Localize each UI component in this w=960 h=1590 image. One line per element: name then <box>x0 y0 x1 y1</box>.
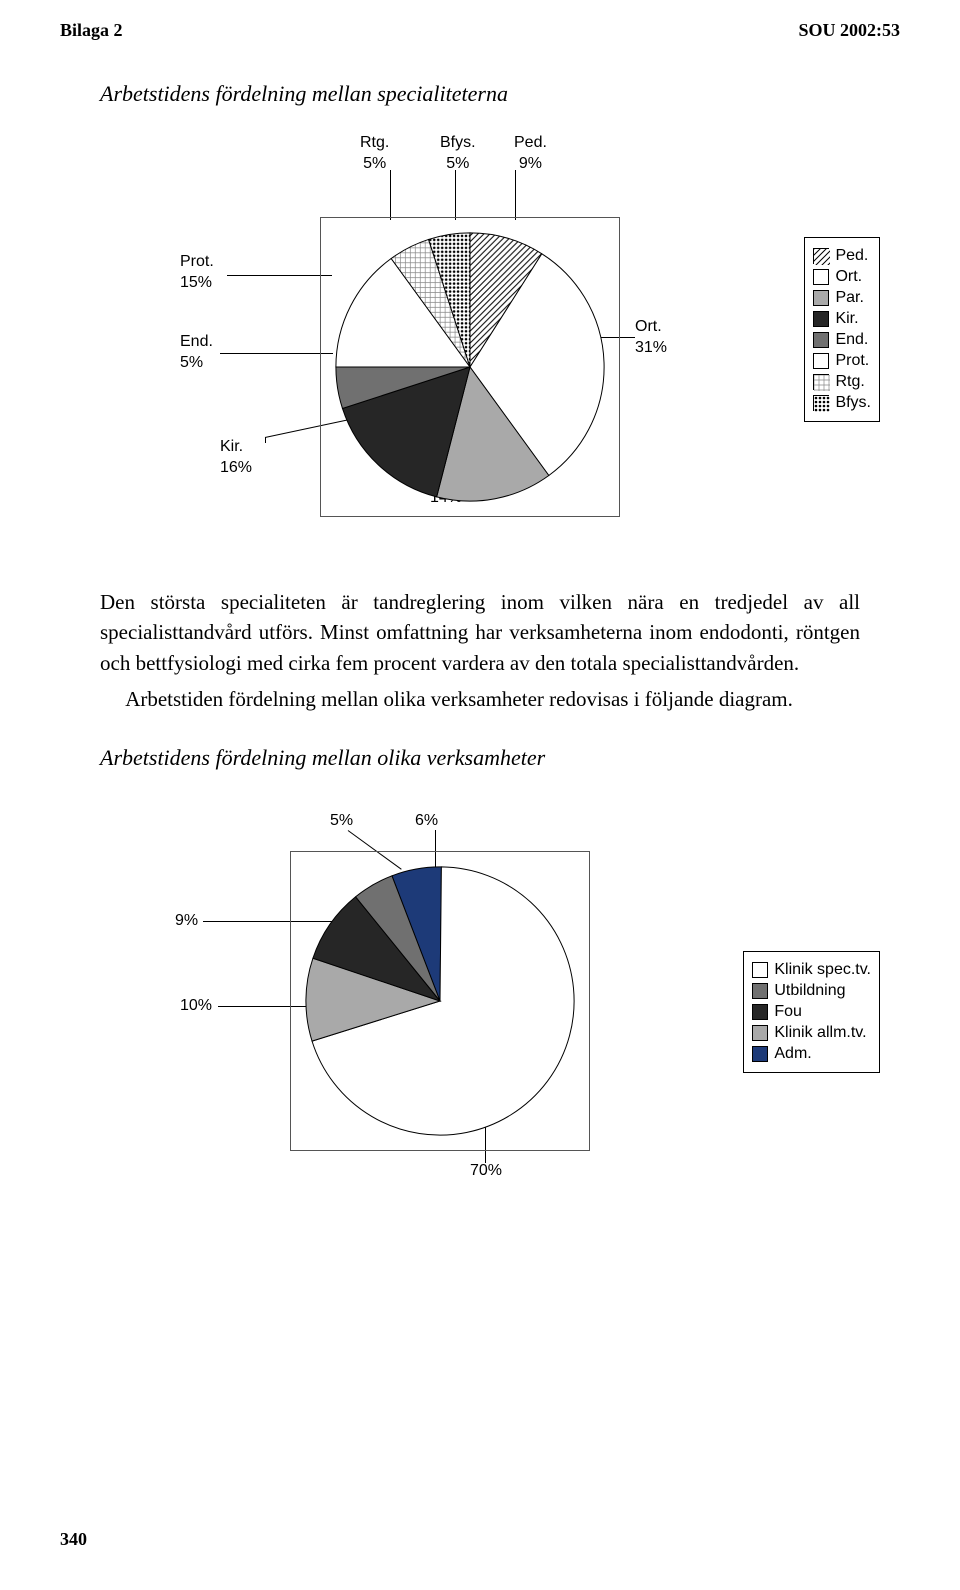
legend-item: Utbildning <box>752 982 871 1000</box>
page-header: Bilaga 2 SOU 2002:53 <box>60 20 900 41</box>
legend-item: Klinik spec.tv. <box>752 961 871 979</box>
body-text: Den största specialiteten är tandregleri… <box>100 587 860 715</box>
chart2-label-10: 10% <box>180 996 212 1017</box>
legend-label: Ped. <box>835 247 868 265</box>
legend-swatch <box>813 269 829 285</box>
legend-item: Ort. <box>813 268 871 286</box>
chart2-label-5: 5% <box>330 811 353 832</box>
page-number: 340 <box>60 1529 87 1550</box>
legend-swatch <box>813 290 829 306</box>
legend-item: Prot. <box>813 352 871 370</box>
legend-label: Rtg. <box>835 373 864 391</box>
legend-label: Klinik allm.tv. <box>774 1024 866 1042</box>
chart2-pie <box>290 851 590 1151</box>
chart2-title: Arbetstidens fördelning mellan olika ver… <box>100 745 900 771</box>
chart1-label-ped: Ped.9% <box>514 133 547 175</box>
legend-item: End. <box>813 331 871 349</box>
chart1-label-end: End.5% <box>180 332 213 374</box>
legend-swatch <box>813 395 829 411</box>
leader <box>390 170 391 220</box>
legend-swatch <box>813 332 829 348</box>
chart2-label-6: 6% <box>415 811 438 832</box>
legend-label: Prot. <box>835 352 869 370</box>
chart1-label-prot: Prot.15% <box>180 252 214 294</box>
chart1-label-rtg: Rtg.5% <box>360 133 389 175</box>
legend-swatch <box>752 983 768 999</box>
legend-label: Klinik spec.tv. <box>774 961 871 979</box>
header-right: SOU 2002:53 <box>798 20 900 41</box>
legend-swatch <box>752 1046 768 1062</box>
legend-item: Rtg. <box>813 373 871 391</box>
legend-swatch <box>752 962 768 978</box>
legend-item: Ped. <box>813 247 871 265</box>
leader <box>515 170 516 220</box>
leader <box>227 275 332 276</box>
legend-swatch <box>813 311 829 327</box>
chart2-legend: Klinik spec.tv. Utbildning Fou Klinik allm.… <box>743 951 880 1073</box>
chart1-pie <box>320 217 620 517</box>
chart1-label-ort: Ort.31% <box>635 317 667 359</box>
legend-label: Fou <box>774 1003 802 1021</box>
chart2-label-9: 9% <box>175 911 198 932</box>
legend-label: Par. <box>835 289 863 307</box>
legend-label: Kir. <box>835 310 858 328</box>
chart1-title: Arbetstidens fördelning mellan specialit… <box>100 81 900 107</box>
leader <box>220 353 333 354</box>
header-left: Bilaga 2 <box>60 20 123 41</box>
legend-label: Bfys. <box>835 394 871 412</box>
legend-swatch <box>752 1004 768 1020</box>
legend-item: Fou <box>752 1003 871 1021</box>
chart1-label-kir: Kir.16% <box>220 437 252 479</box>
leader <box>455 170 456 220</box>
chart1-container: Rtg.5% Bfys.5% Ped.9% Prot.15% End.5% Ki… <box>60 137 900 557</box>
chart1-label-bfys: Bfys.5% <box>440 133 476 175</box>
legend-label: Adm. <box>774 1045 811 1063</box>
legend-swatch <box>752 1025 768 1041</box>
legend-item: Par. <box>813 289 871 307</box>
chart1-legend: Ped. Ort. Par. Kir. End. Prot. Rtg. Bfys. <box>804 237 880 422</box>
legend-swatch <box>813 353 829 369</box>
legend-label: Utbildning <box>774 982 845 1000</box>
legend-swatch <box>813 248 829 264</box>
legend-item: Klinik allm.tv. <box>752 1024 871 1042</box>
legend-label: Ort. <box>835 268 862 286</box>
legend-item: Bfys. <box>813 394 871 412</box>
chart2-container: 5% 6% 9% 10% 70% Klinik spec.tv. Utbildni… <box>60 801 900 1181</box>
legend-item: Kir. <box>813 310 871 328</box>
legend-label: End. <box>835 331 868 349</box>
legend-swatch <box>813 374 829 390</box>
paragraph-2: Arbetstiden fördelning mellan olika verk… <box>100 684 860 714</box>
paragraph-1: Den största specialiteten är tandregleri… <box>100 587 860 678</box>
chart2-label-70: 70% <box>470 1161 502 1182</box>
legend-item: Adm. <box>752 1045 871 1063</box>
